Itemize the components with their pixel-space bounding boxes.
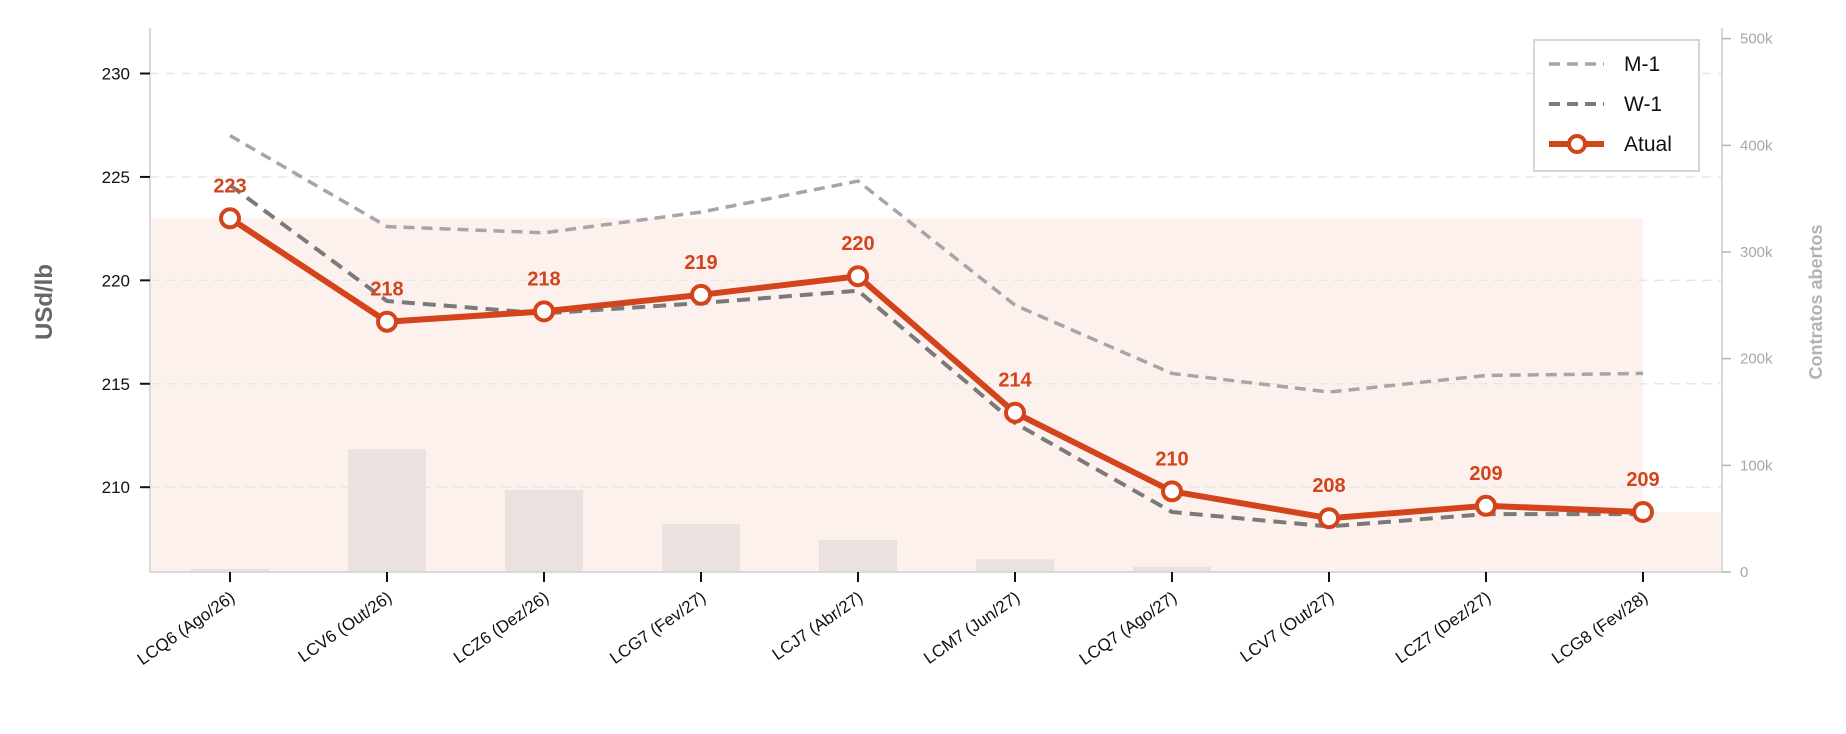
x-tick-label: LCM7 (Jun/27): [920, 588, 1023, 668]
series-m1-line: [229, 134, 1644, 394]
data-label: 218: [370, 279, 403, 301]
area-fill-tail: [1643, 512, 1722, 572]
series-lines: [219, 134, 1654, 530]
open-interest-bar: [191, 568, 269, 572]
y2-axis-label: Contratos abertos: [1806, 224, 1826, 379]
x-tick-label: LCV7 (Out/27): [1237, 588, 1338, 666]
open-interest-bar: [819, 540, 897, 572]
x-tick-label: LCZ6 (Dez/26): [450, 588, 552, 668]
y-tick-label: 220: [102, 271, 130, 290]
y2-tick-label: 500k: [1740, 31, 1773, 48]
x-tick-label: LCV6 (Out/26): [295, 588, 396, 666]
x-tick-label: LCG8 (Fev/28): [1548, 588, 1651, 668]
legend-label-atual: Atual: [1624, 133, 1672, 156]
y-tick-label: 230: [102, 65, 130, 84]
legend-label-m1: M-1: [1624, 53, 1660, 76]
y2-tick-label: 300k: [1740, 244, 1773, 261]
series-atual-point: [1161, 480, 1183, 503]
x-tick-label: LCG7 (Fev/27): [606, 588, 709, 668]
x-tick-label: LCZ7 (Dez/27): [1392, 588, 1494, 668]
y-tick-label: 215: [102, 375, 130, 394]
data-label: 219: [684, 252, 717, 274]
series-atual-point: [1004, 401, 1026, 424]
open-interest-bars: [191, 449, 1211, 572]
series-atual-point: [1632, 501, 1654, 524]
data-label: 210: [1155, 448, 1188, 470]
y-tick-label: 210: [102, 478, 130, 497]
x-tick-label: LCQ6 (Ago/26): [134, 588, 239, 669]
open-interest-bar: [505, 489, 583, 572]
data-label: 209: [1626, 469, 1659, 491]
series-atual-point: [1318, 507, 1340, 530]
data-label: 220: [841, 233, 874, 255]
open-interest-bar: [976, 559, 1054, 572]
data-labels: 223 218 218 219 220 214 210 208 209 209: [213, 175, 1659, 497]
y2-tick-label: 200k: [1740, 351, 1773, 368]
open-interest-bar: [348, 449, 426, 572]
open-interest-bar: [1133, 566, 1211, 572]
series-atual-point: [376, 310, 398, 333]
data-label: 208: [1312, 475, 1345, 497]
legend-label-w1: W-1: [1624, 93, 1662, 116]
y2-tick-label: 400k: [1740, 137, 1773, 154]
data-label: 223: [213, 175, 246, 197]
series-w1-line: [228, 183, 1643, 529]
open-interest-bar: [662, 524, 740, 572]
series-atual-point: [847, 265, 869, 288]
y-axis-label: USd/lb: [31, 264, 58, 340]
series-atual-point: [533, 300, 555, 323]
data-label: 218: [527, 268, 560, 290]
series-atual-point: [219, 207, 241, 230]
legend: M-1 W-1 Atual: [1533, 39, 1700, 172]
series-atual-point: [690, 283, 712, 306]
y-tick-label: 225: [102, 168, 130, 187]
series-atual-point: [1475, 494, 1497, 517]
grid: [150, 72, 1722, 488]
legend-frame: [1533, 39, 1700, 172]
series-atual-line: [227, 215, 1646, 522]
x-tick-label: LCQ7 (Ago/27): [1076, 588, 1181, 669]
data-label: 214: [998, 370, 1032, 392]
legend-marker-atual: [1567, 134, 1587, 154]
y2-tick-label: 100k: [1740, 457, 1773, 474]
x-tick-label: LCJ7 (Abr/27): [769, 588, 867, 664]
y2-tick-label: 0: [1740, 564, 1748, 581]
data-label: 209: [1469, 463, 1502, 485]
